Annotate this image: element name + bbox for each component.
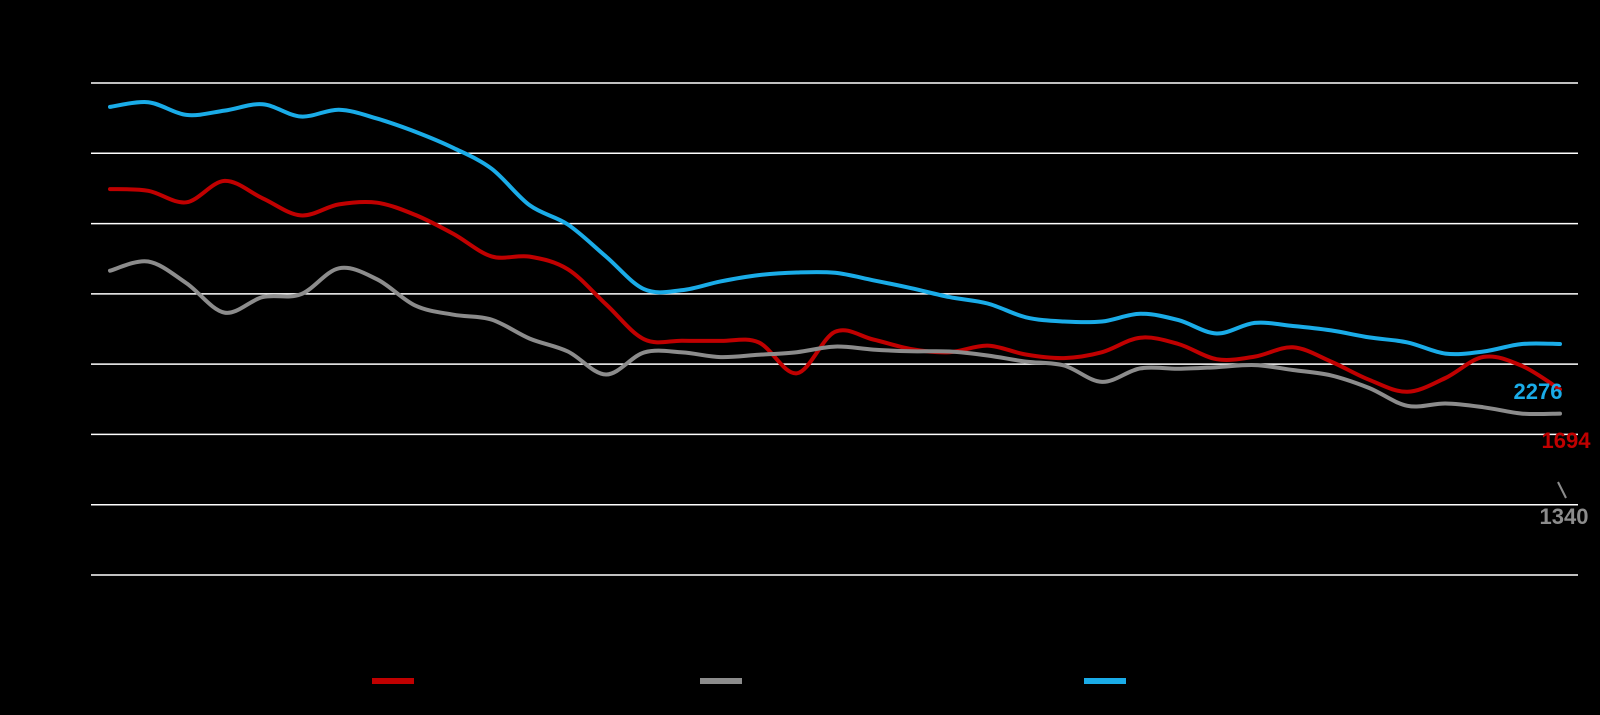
series-line-red: [108, 178, 1562, 394]
gray-label-leader: [1557, 481, 1567, 499]
gridlines: [91, 82, 1578, 576]
end-label-gray: 1340: [1540, 504, 1589, 529]
series-line-blue: [108, 99, 1562, 357]
end-labels: 2276 1694 1340: [1514, 379, 1592, 529]
end-label-red: 1694: [1542, 428, 1592, 453]
series-line-gray: [108, 259, 1562, 417]
series-lines: [108, 99, 1562, 417]
end-label-blue: 2276: [1514, 379, 1563, 404]
